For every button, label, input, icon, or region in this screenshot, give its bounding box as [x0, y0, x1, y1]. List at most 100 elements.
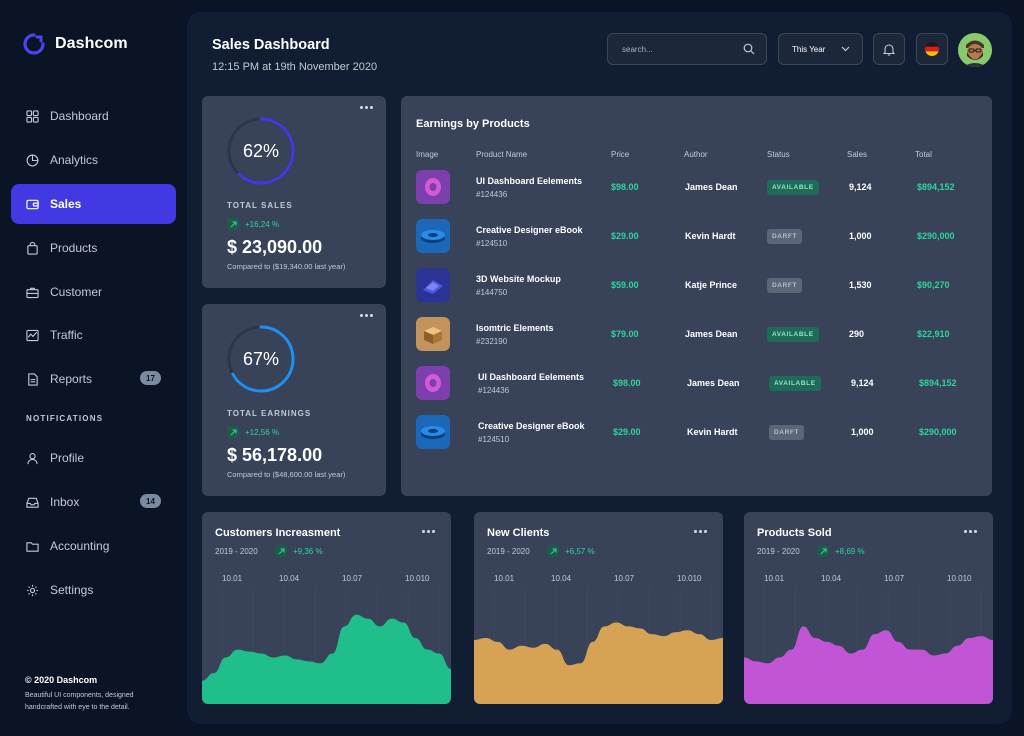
stat-change: +12,56 % [227, 426, 279, 438]
avatar[interactable] [958, 33, 992, 67]
inbox-icon [26, 497, 39, 508]
x-tick-label: 10.07 [342, 574, 363, 583]
product-thumbnail-icon [416, 366, 450, 400]
chart-change: +8,69 % [817, 545, 865, 557]
search-icon[interactable] [743, 43, 755, 55]
logo[interactable]: Dashcom [22, 32, 128, 56]
table-title: Earnings by Products [416, 118, 530, 130]
product-sales: 9,124 [851, 378, 874, 388]
nav-item-inbox[interactable]: Inbox 14 [11, 482, 176, 522]
product-id: #124510 [478, 435, 510, 444]
progress-ring [227, 117, 295, 185]
x-tick-label: 10.07 [614, 574, 635, 583]
search-box [607, 33, 767, 65]
x-tick-label: 10.04 [821, 574, 842, 583]
nav-label: Inbox [50, 495, 80, 509]
stat-compare: Compared to ($19,340.00 last year) [227, 262, 346, 271]
product-name: UI Dashboard Eelements [478, 372, 585, 382]
sidebar-footer: © 2020 Dashcom Beautiful UI components, … [25, 675, 165, 714]
product-author: Kevin Hardt [687, 427, 738, 437]
product-price: $79.00 [611, 329, 639, 339]
grid-icon [26, 109, 39, 123]
x-tick-label: 10.01 [764, 574, 785, 583]
x-tick-label: 10.04 [279, 574, 300, 583]
progress-ring-fill [227, 117, 295, 185]
inbox-badge: 14 [140, 494, 161, 508]
nav-label: Products [50, 241, 98, 255]
trend-up-icon [275, 545, 287, 557]
user-icon [27, 452, 38, 464]
table-row[interactable]: UI Dashboard Eelements #124436 $98.00 James… [401, 362, 991, 411]
product-total: $894,152 [919, 378, 957, 388]
activity-icon [26, 329, 39, 341]
nav-label: Customer [50, 285, 103, 299]
product-thumbnail-icon [416, 170, 450, 204]
product-thumbnail-icon [416, 415, 450, 449]
x-tick-label: 10.07 [884, 574, 905, 583]
product-sales: 1,530 [849, 280, 872, 290]
area-series [474, 622, 723, 704]
chart-change-value: +6,57 % [565, 546, 595, 556]
status-badge: DARFT [769, 425, 805, 440]
search-input[interactable] [622, 44, 732, 54]
briefcase-icon [26, 287, 39, 298]
chart-title: Products Sold [757, 527, 832, 539]
product-author: James Dean [687, 378, 740, 388]
column-header: Total [915, 150, 932, 159]
product-sales: 1,000 [851, 427, 874, 437]
earnings-table-card: Earnings by Products Image Product Name … [401, 96, 992, 496]
nav-item-analytics[interactable]: Analytics [11, 140, 176, 180]
more-options-button[interactable] [360, 106, 376, 112]
table-row[interactable]: UI Dashboard Eelements #124436 $98.00 James… [401, 166, 991, 215]
chart-range: 2019 - 2020 [215, 547, 258, 556]
product-name: 3D Website Mockup [476, 274, 561, 284]
stat-value: $ 56,178.00 [227, 445, 323, 465]
chart-range: 2019 - 2020 [757, 547, 800, 556]
nav-item-accounting[interactable]: Accounting [11, 526, 176, 566]
page-subtitle: 12:15 PM at 19th November 2020 [212, 61, 378, 73]
column-header: Product Name [476, 150, 528, 159]
more-options-button[interactable] [694, 530, 710, 536]
table-row[interactable]: Creative Designer eBook #124510 $29.00 Kevi… [401, 215, 991, 264]
nav-item-profile[interactable]: Profile [11, 438, 176, 478]
table-row[interactable]: Creative Designer eBook #124510 $29.00 Kevi… [401, 411, 991, 460]
nav-label: Analytics [50, 153, 99, 167]
language-button[interactable] [916, 33, 948, 65]
product-price: $98.00 [613, 378, 641, 388]
progress-ring [227, 325, 295, 393]
stat-compare: Compared to ($48,600.00 last year) [227, 470, 346, 479]
product-name: Isomtric Elements [476, 323, 554, 333]
nav-label: Dashboard [50, 109, 109, 123]
stat-percent: 67% [242, 348, 280, 369]
dashcom-logo-icon [23, 33, 45, 55]
stat-label: TOTAL EARNINGS [227, 409, 312, 418]
nav-item-dashboard[interactable]: Dashboard [11, 96, 176, 136]
more-options-button[interactable] [964, 530, 980, 536]
period-select[interactable]: This Year [778, 33, 863, 65]
trend-up-icon [547, 545, 559, 557]
nav-item-sales[interactable]: Sales [11, 184, 176, 224]
more-options-button[interactable] [422, 530, 438, 536]
nav-label: Settings [50, 583, 94, 597]
notifications-button[interactable] [873, 33, 905, 65]
more-options-button[interactable] [360, 314, 376, 320]
pie-chart-icon [26, 154, 39, 166]
footer-description: Beautiful UI components, designed handcr… [25, 692, 134, 711]
nav-item-settings[interactable]: Settings [11, 570, 176, 610]
nav-item-products[interactable]: Products [11, 228, 176, 268]
product-id: #232190 [476, 337, 508, 346]
table-row[interactable]: Isomtric Elements #232190 $79.00 James Dean… [401, 313, 991, 362]
stat-percent: 62% [242, 140, 280, 161]
chart-title: Customers Increasment [215, 527, 341, 539]
table-row[interactable]: 3D Website Mockup #144750 $59.00 Katje Prin… [401, 264, 991, 313]
chart-card-new-clients: New Clients 2019 - 2020 +6,57 % 10.01 10.… [474, 512, 723, 704]
gear-icon [26, 584, 39, 596]
progress-ring-fill [227, 325, 295, 393]
nav-item-reports[interactable]: Reports 17 [11, 359, 176, 399]
bell-icon [883, 43, 895, 56]
nav-item-traffic[interactable]: Traffic [11, 315, 176, 355]
nav-item-customer[interactable]: Customer [11, 272, 176, 312]
product-total: $290,000 [919, 427, 957, 437]
chart-range: 2019 - 2020 [487, 547, 530, 556]
product-author: James Dean [685, 329, 738, 339]
